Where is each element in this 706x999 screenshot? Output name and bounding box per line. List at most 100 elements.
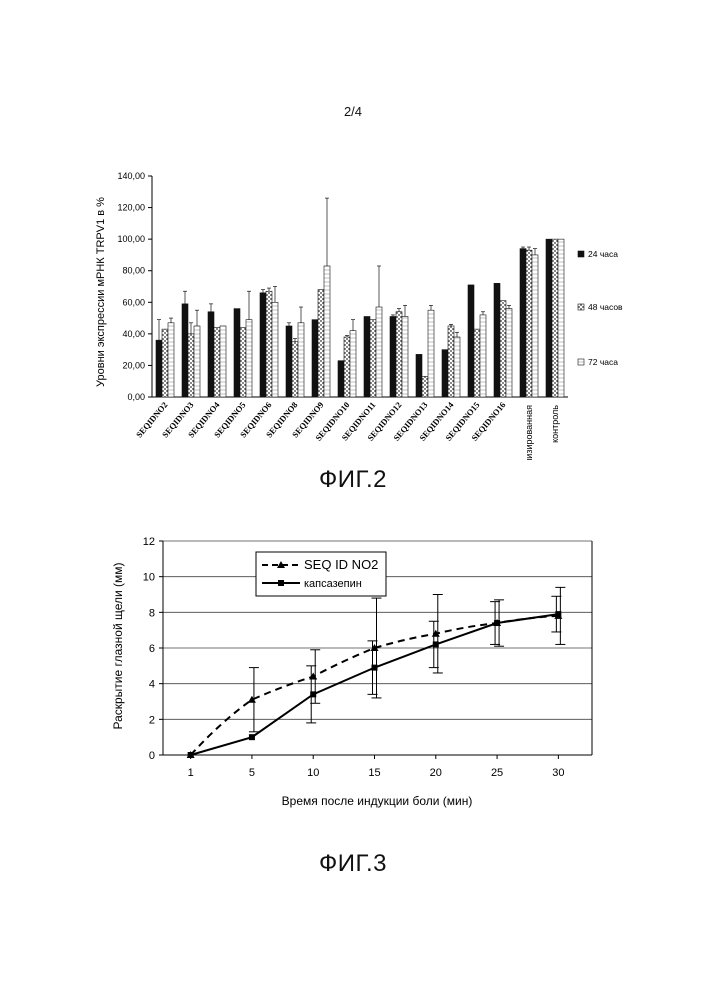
fig3-x-tick-label: 10	[307, 767, 319, 779]
fig2-legend-label: 72 часа	[588, 357, 618, 367]
fig3-x-tick-label: 20	[430, 767, 442, 779]
fig3-x-tick-label: 30	[552, 767, 564, 779]
fig2-bar	[338, 361, 344, 397]
fig2-bar	[214, 328, 220, 397]
fig3-marker-square	[372, 665, 378, 671]
fig3-marker-square	[494, 620, 500, 626]
fig2-legend-label: 24 часа	[588, 249, 618, 259]
fig3-y-tick-label: 2	[149, 714, 155, 726]
fig2-bar	[370, 320, 376, 397]
fig2-bar	[480, 315, 486, 397]
fig2-bar	[318, 290, 324, 397]
fig2-bar	[474, 329, 480, 397]
fig2-bar	[448, 326, 454, 397]
fig3-legend-label: капсазепин	[304, 578, 362, 590]
page-number: 2/4	[0, 104, 706, 119]
fig3-y-tick-label: 8	[149, 607, 155, 619]
fig3-y-tick-label: 0	[149, 750, 155, 762]
fig2-y-tick-label: 40,00	[122, 329, 145, 339]
fig2-bar	[188, 334, 194, 397]
fig3-x-tick-label: 15	[368, 767, 380, 779]
fig2-legend-swatch	[578, 359, 584, 365]
fig3-x-tick-label: 25	[491, 767, 503, 779]
fig2-y-tick-label: 120,00	[117, 203, 145, 213]
fig2-bar	[506, 309, 512, 397]
fig2-bar	[390, 316, 396, 397]
fig2-bar	[402, 316, 408, 397]
fig2-bar	[156, 340, 162, 397]
fig2-legend-swatch	[578, 304, 584, 310]
fig2-bar	[194, 326, 200, 397]
fig3-legend-label: SEQ ID NO2	[304, 557, 378, 572]
fig2-bar	[292, 342, 298, 397]
fig3-y-tick-label: 6	[149, 643, 155, 655]
fig2-bar	[260, 293, 266, 397]
fig3-y-tick-label: 10	[143, 572, 155, 584]
fig3-marker-square	[555, 611, 561, 617]
fig2-bar	[494, 283, 500, 397]
fig2-bar	[376, 307, 382, 397]
fig2-y-tick-label: 20,00	[122, 360, 145, 370]
fig2-bar	[344, 337, 350, 397]
fig2-bar	[168, 323, 174, 397]
figure-2-caption: ФИГ.2	[0, 466, 706, 494]
fig2-bar	[468, 285, 474, 397]
fig3-y-tick-label: 4	[149, 679, 155, 691]
fig3-series-line	[191, 616, 559, 755]
fig3-marker-square	[433, 641, 439, 647]
fig2-bar	[500, 301, 506, 397]
fig2-bar	[552, 239, 558, 397]
fig2-bar	[208, 312, 214, 397]
fig2-bar	[396, 312, 402, 397]
fig2-y-tick-label: 0,00	[127, 392, 145, 402]
fig2-bar	[182, 304, 188, 397]
fig3-legend-marker	[278, 580, 284, 586]
fig2-bar	[234, 309, 240, 397]
fig2-bar	[454, 337, 460, 397]
fig2-bar	[442, 350, 448, 397]
fig2-bar	[428, 310, 434, 397]
fig2-legend-label: 48 часов	[588, 302, 623, 312]
figure-3-caption: ФИГ.3	[0, 850, 706, 878]
fig2-legend: 24 часа 48 часов 72 часа	[578, 249, 623, 367]
fig3-y-tick-label: 12	[143, 536, 155, 548]
fig3-x-axis-label: Время после индукции боли (мин)	[282, 794, 473, 808]
fig2-y-tick-label: 60,00	[122, 297, 145, 307]
fig2-bar	[220, 326, 226, 397]
fig2-bar	[266, 291, 272, 397]
fig2-bar	[240, 328, 246, 397]
fig2-bar	[526, 250, 532, 397]
fig2-bar	[298, 323, 304, 397]
fig2-y-tick-label: 80,00	[122, 266, 145, 276]
fig3-marker-square	[310, 691, 316, 697]
fig2-x-tick-labels: SEQIDNO2SEQIDNO3SEQIDNO4SEQIDNO5SEQIDNO6…	[134, 399, 560, 460]
fig2-bar	[546, 239, 552, 397]
fig2-bar	[364, 316, 370, 397]
fig2-y-tick-label: 100,00	[117, 234, 145, 244]
fig2-bars	[156, 198, 564, 397]
fig3-marker-square	[249, 734, 255, 740]
fig2-legend-swatch	[578, 251, 584, 257]
fig2-bar	[520, 249, 526, 397]
fig3-y-axis-label: Раскрытие глазной щели (мм)	[111, 562, 125, 729]
fig2-y-tick-label: 140,00	[117, 171, 145, 181]
fig2-bar	[312, 320, 318, 397]
fig2-bar	[286, 326, 292, 397]
fig2-bar	[532, 255, 538, 397]
fig3-legend: SEQ ID NO2 капсазепин	[256, 552, 386, 596]
fig2-bar	[246, 320, 252, 397]
fig2-bar	[350, 331, 356, 397]
fig2-bar	[422, 376, 428, 397]
fig2-bar	[272, 302, 278, 397]
fig2-x-tick-label: контроль	[550, 405, 560, 443]
figure-3-line-chart: 024681012151015202530 SEQ ID NO2капсазеп…	[0, 520, 706, 820]
fig2-bar	[558, 239, 564, 397]
fig2-bar	[162, 329, 168, 397]
fig3-x-tick-label: 5	[249, 767, 255, 779]
fig2-y-axis-label: Уровни экспрессии мРНК TRPV1 в %	[95, 197, 107, 387]
fig2-bar	[416, 354, 422, 397]
fig3-series	[187, 587, 566, 758]
fig3-series-line	[191, 614, 559, 755]
fig2-x-tick-label: рандомизированная	[524, 405, 534, 460]
fig3-marker-square	[188, 752, 194, 758]
